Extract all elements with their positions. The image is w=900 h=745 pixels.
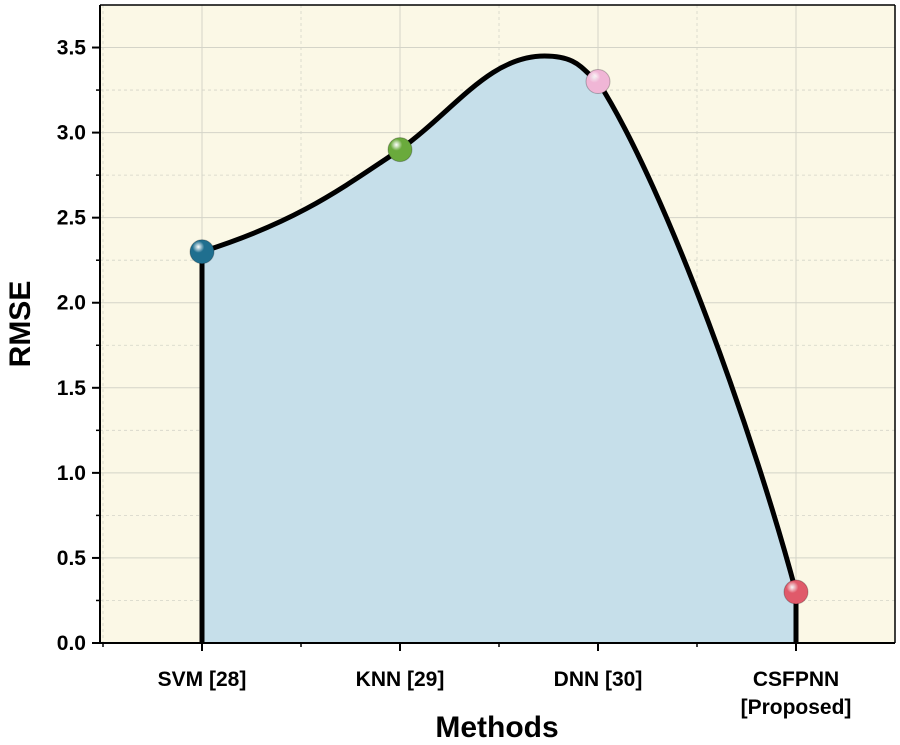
rmse-curve-line [199,53,799,643]
x-tick-label-line: DNN [30] [554,668,643,691]
x-tick-label: CSFPNN [Proposed] [741,668,852,719]
y-tick-label: 3.0 [57,122,86,145]
x-axis-title: Methods [435,711,558,744]
y-tick-label: 0.5 [57,547,87,570]
data-point-marker [783,579,809,605]
y-axis-title: RMSE [4,281,37,368]
y-tick-label: 1.0 [57,462,86,485]
y-tick-label: 3.5 [57,37,87,60]
x-tick-label-line: CSFPNN [753,668,839,691]
x-tick-label: SVM [28] [158,668,247,691]
x-tick-label: DNN [30] [554,668,643,691]
axis-ticks [92,46,797,651]
y-tick-labels: 0.0 0.5 1.0 1.5 2.0 2.5 3.0 3.5 [57,37,87,655]
y-tick-label: 2.0 [57,292,86,315]
x-tick-label: KNN [29] [356,668,445,691]
axes [99,4,896,644]
y-tick-label: 0.0 [57,632,86,655]
x-tick-label-line: KNN [29] [356,668,445,691]
x-tick-label-line: SVM [28] [158,668,247,691]
y-tick-label: 2.5 [57,207,87,230]
rmse-area-fill [202,56,796,644]
x-tick-labels: SVM [28] KNN [29] DNN [30] CSFPNN [Proposed] [158,668,852,719]
data-point-markers [189,69,809,605]
y-tick-label: 1.5 [57,377,87,400]
x-tick-label-line: [Proposed] [741,696,852,719]
data-point-marker [189,239,215,265]
data-point-marker [585,69,611,95]
data-point-marker [387,137,413,163]
